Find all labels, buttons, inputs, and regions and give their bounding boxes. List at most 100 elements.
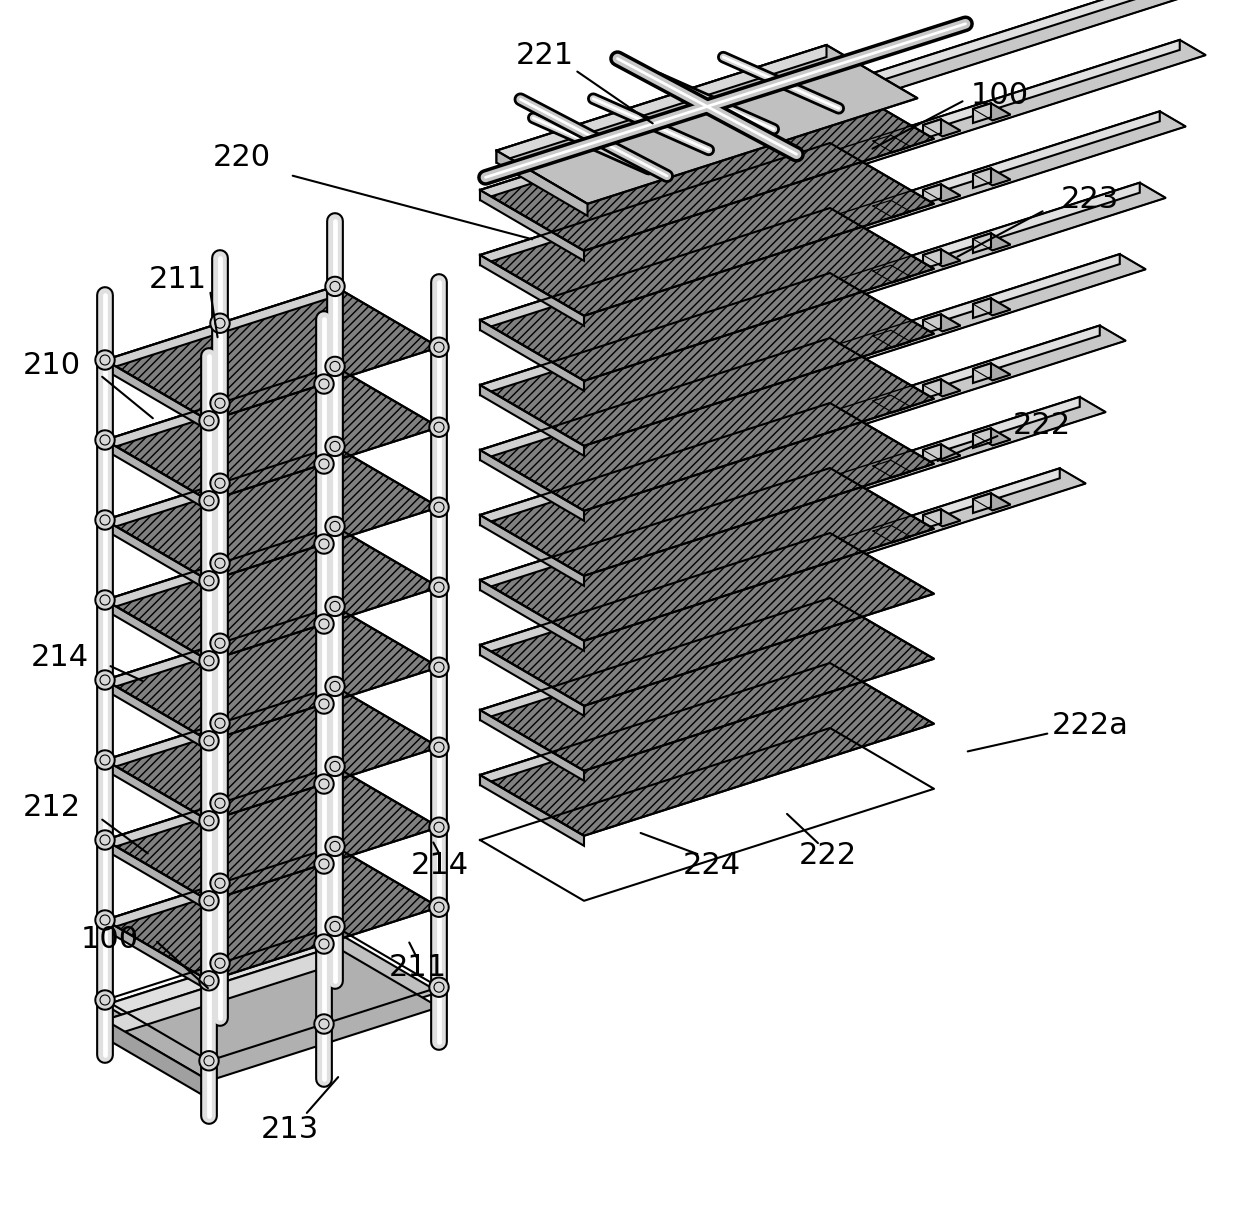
Polygon shape: [873, 395, 910, 412]
Circle shape: [327, 599, 343, 615]
Polygon shape: [873, 395, 892, 415]
Polygon shape: [973, 169, 1011, 186]
Circle shape: [198, 491, 219, 511]
Circle shape: [325, 436, 345, 456]
Text: 224: 224: [683, 851, 742, 880]
Text: 214: 214: [410, 851, 469, 880]
Circle shape: [201, 893, 217, 909]
Polygon shape: [973, 494, 991, 513]
Polygon shape: [105, 931, 335, 1023]
Polygon shape: [105, 687, 335, 770]
Polygon shape: [923, 445, 961, 462]
Polygon shape: [923, 314, 961, 331]
Circle shape: [97, 752, 113, 767]
Circle shape: [314, 854, 334, 874]
Polygon shape: [480, 533, 830, 655]
Text: 222: 222: [1013, 411, 1071, 440]
Polygon shape: [873, 525, 892, 545]
Circle shape: [325, 916, 345, 936]
Circle shape: [95, 910, 115, 930]
Polygon shape: [480, 273, 934, 446]
Polygon shape: [480, 775, 584, 846]
Circle shape: [432, 899, 446, 915]
Circle shape: [95, 590, 115, 610]
Polygon shape: [839, 468, 1086, 554]
Polygon shape: [105, 920, 210, 991]
Circle shape: [210, 874, 229, 893]
Circle shape: [201, 1053, 217, 1069]
Polygon shape: [480, 580, 584, 651]
Polygon shape: [480, 208, 934, 381]
Circle shape: [316, 456, 332, 472]
Polygon shape: [480, 533, 934, 706]
Circle shape: [198, 811, 219, 831]
Polygon shape: [480, 338, 830, 459]
Polygon shape: [839, 183, 1140, 288]
Circle shape: [210, 953, 229, 973]
Circle shape: [314, 694, 334, 714]
Circle shape: [212, 796, 228, 811]
Polygon shape: [480, 664, 934, 836]
Circle shape: [212, 555, 228, 571]
Circle shape: [429, 657, 449, 677]
Circle shape: [316, 776, 332, 792]
Circle shape: [201, 733, 217, 749]
Polygon shape: [105, 286, 439, 420]
Circle shape: [432, 500, 446, 516]
Polygon shape: [480, 189, 584, 260]
Circle shape: [210, 313, 229, 334]
Polygon shape: [923, 314, 941, 334]
Circle shape: [212, 315, 228, 331]
Circle shape: [314, 455, 334, 474]
Text: 100: 100: [971, 81, 1029, 110]
Circle shape: [429, 577, 449, 598]
Polygon shape: [839, 397, 1080, 484]
Circle shape: [212, 875, 228, 891]
Circle shape: [201, 492, 217, 508]
Polygon shape: [839, 111, 1185, 229]
Polygon shape: [839, 254, 1120, 353]
Polygon shape: [973, 494, 1011, 511]
Polygon shape: [480, 710, 584, 781]
Circle shape: [198, 731, 219, 750]
Circle shape: [212, 715, 228, 731]
Polygon shape: [105, 766, 439, 901]
Circle shape: [210, 554, 229, 573]
Circle shape: [429, 417, 449, 437]
Circle shape: [432, 819, 446, 835]
Polygon shape: [873, 136, 892, 155]
Polygon shape: [973, 298, 1011, 315]
Polygon shape: [973, 103, 991, 123]
Polygon shape: [973, 103, 1011, 121]
Circle shape: [198, 571, 219, 590]
Circle shape: [97, 672, 113, 688]
Polygon shape: [105, 766, 335, 851]
Polygon shape: [480, 468, 934, 640]
Polygon shape: [923, 249, 961, 266]
Circle shape: [314, 613, 334, 634]
Circle shape: [201, 813, 217, 829]
Polygon shape: [973, 169, 991, 188]
Polygon shape: [480, 143, 830, 265]
Polygon shape: [873, 330, 892, 349]
Circle shape: [325, 677, 345, 697]
Circle shape: [316, 536, 332, 552]
Polygon shape: [839, 325, 1100, 419]
Circle shape: [212, 956, 228, 971]
Polygon shape: [480, 320, 584, 391]
Circle shape: [212, 395, 228, 411]
Polygon shape: [839, 111, 1159, 224]
Polygon shape: [873, 136, 910, 153]
Circle shape: [95, 990, 115, 1011]
Polygon shape: [105, 600, 210, 671]
Polygon shape: [105, 606, 439, 741]
Circle shape: [198, 970, 219, 991]
Circle shape: [429, 337, 449, 357]
Polygon shape: [923, 445, 941, 464]
Polygon shape: [480, 403, 830, 525]
Circle shape: [198, 1051, 219, 1070]
Polygon shape: [105, 931, 439, 1066]
Circle shape: [97, 352, 113, 368]
Polygon shape: [480, 598, 934, 771]
Polygon shape: [973, 428, 1011, 445]
